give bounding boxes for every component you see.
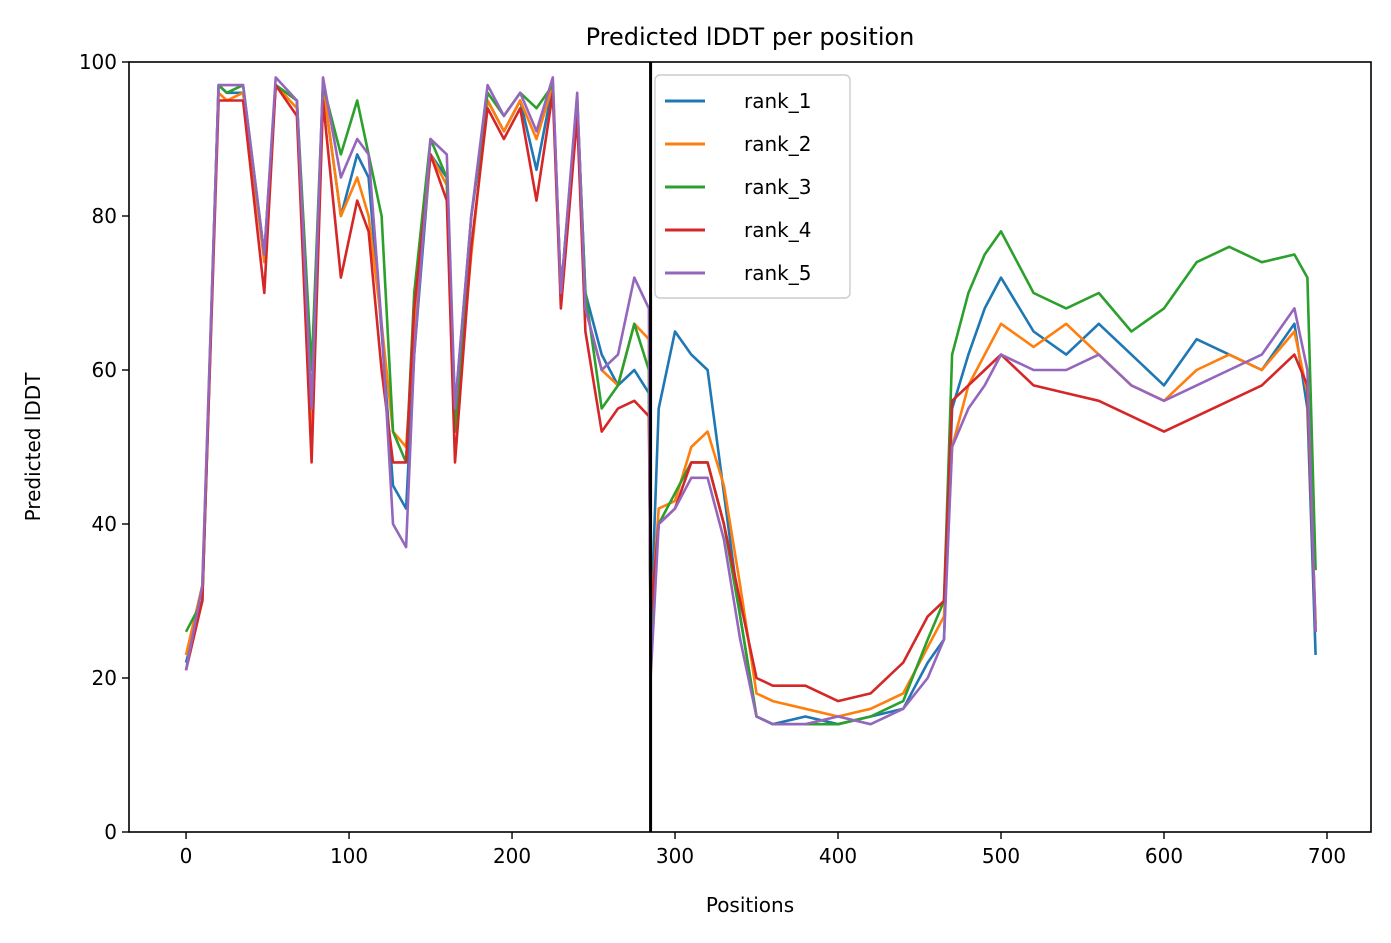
legend-box [654,74,851,299]
y-axis: 0 20 40 60 80 100 [79,50,129,844]
x-tick-label: 400 [819,844,857,868]
legend-label-5: rank_5 [744,261,811,285]
x-tick-label: 200 [493,844,531,868]
legend-label-1: rank_1 [744,89,811,113]
x-tick-label: 600 [1145,844,1183,868]
plot-frame [128,61,1372,833]
x-axis-label: Positions [706,893,794,917]
x-tick-label: 300 [656,844,694,868]
series-line-4 [184,83,1317,703]
legend-label-4: rank_4 [744,218,811,242]
x-axis: 0 100 200 300 400 500 600 700 [180,832,1346,868]
legend-label-2: rank_2 [744,132,811,156]
legend: rank_1 rank_2 rank_3 rank_4 rank_5 [654,74,851,299]
y-tick-label: 60 [92,358,117,382]
series-layer [184,76,1317,726]
y-tick-label: 0 [104,820,117,844]
series-line-1 [184,83,1317,726]
series-line-5 [184,76,1317,726]
y-tick-label: 100 [79,50,117,74]
y-tick-label: 80 [92,204,117,228]
legend-label-3: rank_3 [744,175,811,199]
x-tick-label: 0 [180,844,193,868]
y-tick-label: 20 [92,666,117,690]
chart-title: Predicted lDDT per position [586,23,915,51]
series-line-3 [184,83,1317,726]
y-tick-label: 40 [92,512,117,536]
x-tick-label: 500 [982,844,1020,868]
x-tick-label: 700 [1308,844,1346,868]
y-axis-label: Predicted lDDT [21,372,45,522]
x-tick-label: 100 [330,844,368,868]
